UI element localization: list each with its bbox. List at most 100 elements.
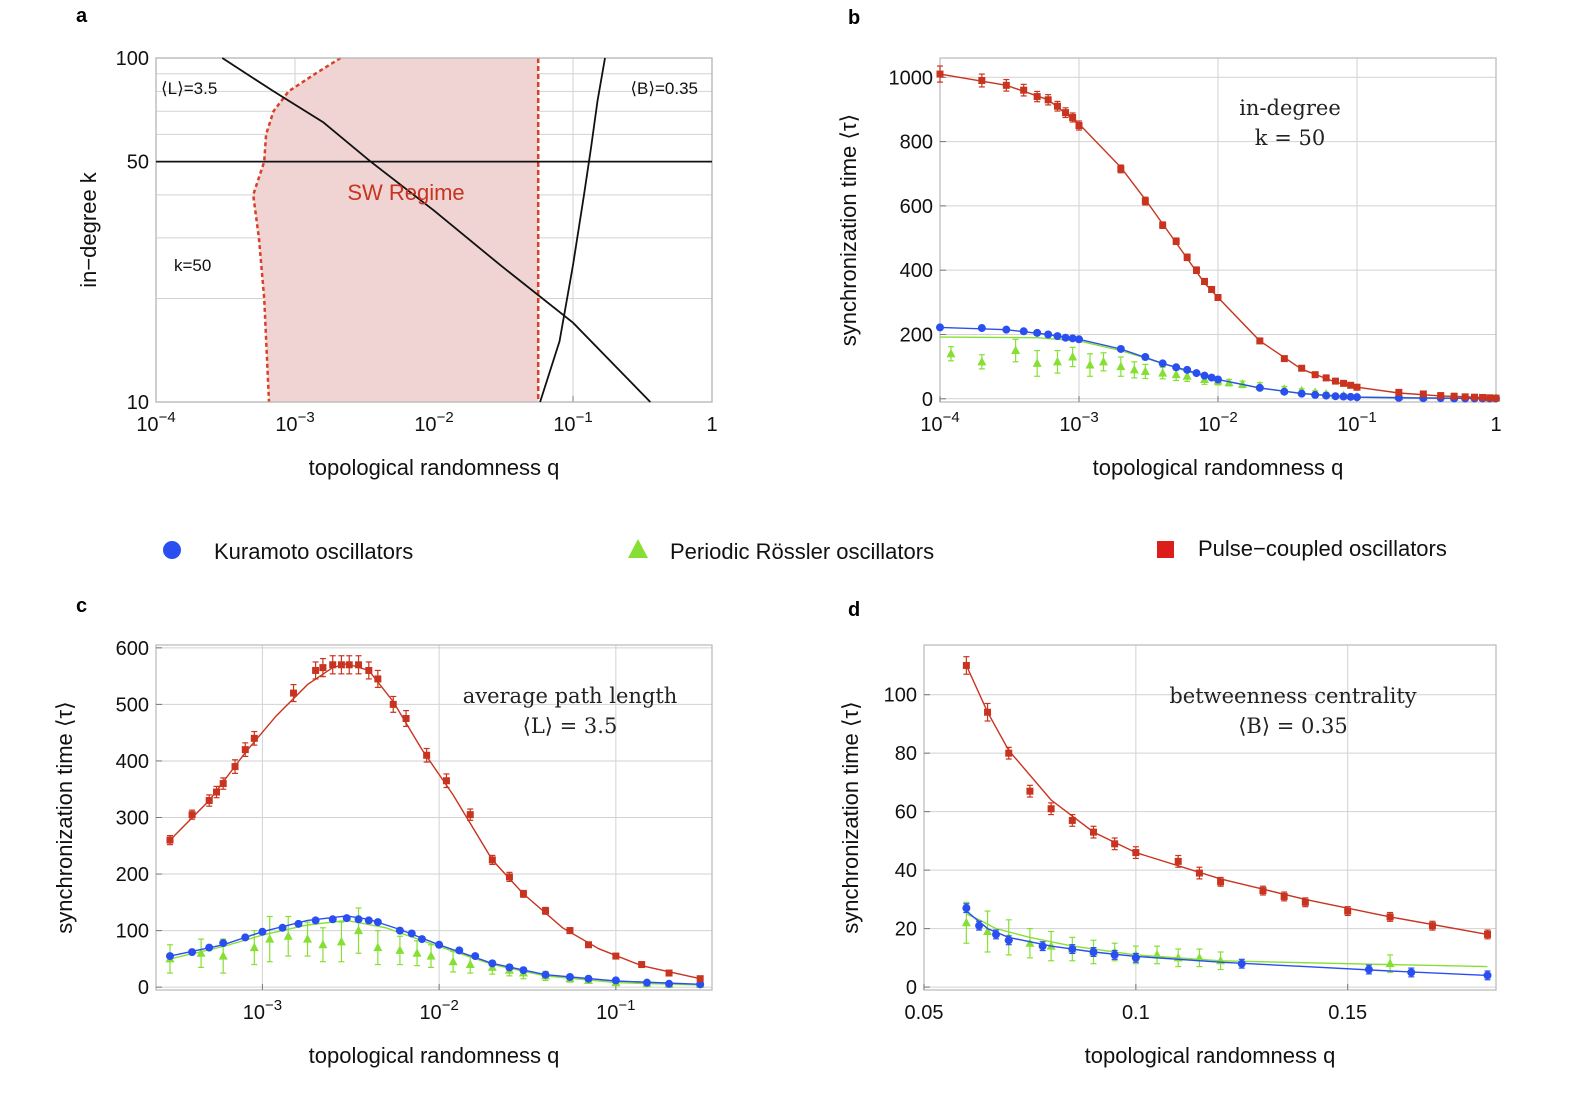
pulse-point (1395, 388, 1403, 396)
x-tick-label: 10−2 (1198, 409, 1237, 436)
kuramoto-point (407, 929, 416, 938)
pulse-point (1192, 266, 1200, 274)
y-tick-label: 200 (900, 324, 933, 346)
y-tick-label: 600 (900, 196, 933, 218)
sw-regime-area (253, 58, 539, 402)
kuramoto-point (1002, 325, 1011, 334)
pulse-point (1347, 381, 1355, 389)
kuramoto-point (1364, 965, 1373, 974)
pulse-point (566, 927, 574, 935)
rossler-point (1182, 371, 1192, 380)
y-tick-label: 50 (127, 152, 149, 174)
pulse-point (1174, 857, 1182, 865)
pulse-point (402, 715, 410, 723)
pulse-point (542, 907, 550, 915)
kuramoto-point (311, 916, 320, 925)
panel-c-chart: 10−3 10−2 10−1 0 100 200 300 400 500 600 topologic… (52, 638, 713, 1068)
pulse-point (1353, 383, 1361, 391)
pulse-point (936, 70, 944, 78)
pulse-point (312, 666, 320, 674)
kuramoto-point (1053, 332, 1062, 341)
pulse-point (290, 689, 298, 697)
rossler-point (1098, 356, 1108, 366)
kuramoto-point (1331, 392, 1340, 401)
kuramoto-point (611, 976, 620, 985)
kuramoto-point (417, 935, 426, 944)
kuramoto-point (1207, 373, 1216, 382)
rossler-point (983, 926, 993, 936)
kuramoto-point (1192, 369, 1201, 378)
y-tick-label: 300 (116, 808, 149, 830)
kuramoto-point (1089, 947, 1098, 956)
x-tick-exponent: −2 (1221, 409, 1238, 426)
kuramoto-fit-line (169, 915, 701, 985)
contour-line (221, 57, 651, 403)
y-tick-label: 100 (116, 921, 149, 943)
y-tick-label: 10 (127, 392, 149, 414)
rossler-point (265, 934, 275, 943)
panel-b-label: b (848, 7, 860, 29)
y-tick-label: 500 (116, 694, 149, 716)
pulse-point (1419, 390, 1427, 398)
pulse-point (1217, 878, 1225, 886)
panel-a-label: a (76, 5, 88, 27)
pulse-point (1470, 393, 1478, 401)
x-tick-label: 10−3 (243, 997, 282, 1024)
x-tick-exponent: −4 (159, 409, 176, 426)
pulse-point (1159, 221, 1167, 229)
kuramoto-point (1339, 392, 1348, 401)
annotation-line: average path length (463, 684, 678, 708)
pulse-point (1069, 113, 1077, 121)
legend-rossler-marker (628, 539, 648, 558)
kuramoto-point (328, 915, 337, 924)
rossler-point (1129, 364, 1139, 374)
pulse-point (1044, 96, 1052, 104)
pulse-point (231, 763, 239, 771)
rossler-point (1194, 952, 1204, 962)
rossler-point (303, 934, 313, 943)
pulse-point (188, 811, 196, 819)
kuramoto-point (219, 939, 228, 948)
legend-rossler-label: Periodic Rössler oscillators (670, 539, 934, 564)
kuramoto-point (278, 923, 287, 932)
kuramoto-point (1311, 390, 1320, 399)
y-tick-label: 0 (922, 389, 933, 411)
panel-b-chart: 10−4 10−3 10−2 10−1 1 0 200 400 600 800 1000 topolo… (836, 57, 1502, 480)
pulse-point (241, 746, 249, 754)
y-tick-label: 40 (895, 860, 917, 882)
kuramoto-point (1033, 328, 1042, 337)
kuramoto-point (962, 904, 971, 913)
kuramoto-point (936, 323, 944, 332)
pulse-point (1020, 86, 1028, 94)
kuramoto-point (364, 916, 373, 925)
pulse-point (1479, 393, 1487, 401)
kuramoto-point (1183, 365, 1192, 374)
x-tick-label: 10−1 (553, 409, 592, 436)
sw-regime-label: SW Regime (347, 180, 464, 205)
pulse-point (1172, 237, 1180, 245)
kuramoto-point (975, 921, 984, 930)
kuramoto-point (294, 919, 303, 928)
y-tick-label: 400 (900, 260, 933, 282)
pulse-point (213, 788, 221, 796)
pulse-point (1428, 922, 1436, 930)
rossler-point (1158, 368, 1168, 377)
rossler-point (1052, 356, 1062, 366)
kuramoto-point (455, 946, 464, 955)
rossler-point (1032, 358, 1042, 367)
pulse-point (1256, 337, 1264, 345)
kuramoto-point (1068, 945, 1077, 954)
y-tick-label: 800 (900, 132, 933, 154)
x-axis-label: topological randomness q (1093, 455, 1344, 480)
pulse-point (1331, 377, 1339, 385)
rossler-fit-line (169, 919, 701, 986)
pulse-point (1033, 93, 1041, 101)
x-axis-label: topological randomness q (309, 1043, 560, 1068)
curve-label: ⟨L⟩=3.5 (161, 79, 217, 98)
kuramoto-point (977, 324, 986, 333)
kuramoto-point (373, 918, 382, 927)
y-axis-label: in−degree k (76, 171, 101, 288)
y-axis-label: synchronization time ⟨τ⟩ (52, 701, 77, 934)
kuramoto-point (258, 927, 267, 936)
kuramoto-point (1297, 389, 1306, 398)
